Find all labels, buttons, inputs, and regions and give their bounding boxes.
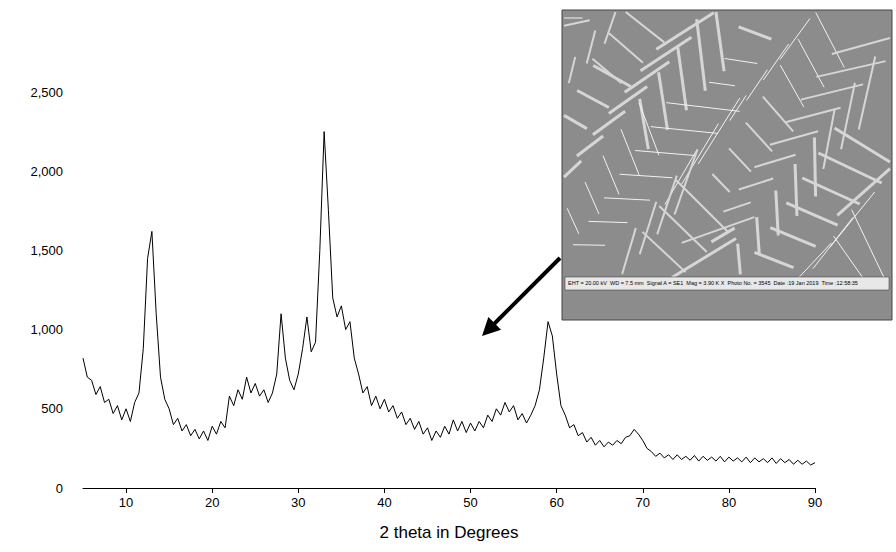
svg-text:10: 10 — [119, 495, 133, 510]
svg-text:0: 0 — [56, 481, 63, 496]
svg-text:60: 60 — [549, 495, 563, 510]
svg-text:1,500: 1,500 — [30, 243, 63, 258]
svg-text:2,500: 2,500 — [30, 85, 63, 100]
svg-text:80: 80 — [722, 495, 736, 510]
svg-text:20: 20 — [205, 495, 219, 510]
svg-text:2,000: 2,000 — [30, 164, 63, 179]
svg-text:90: 90 — [808, 495, 822, 510]
svg-text:2 theta in Degrees: 2 theta in Degrees — [380, 523, 519, 542]
svg-text:50: 50 — [463, 495, 477, 510]
svg-text:EHT = 20.00 kV WD = 7.5 mm S: EHT = 20.00 kV WD = 7.5 mm Signal A = SE… — [568, 280, 858, 286]
svg-text:30: 30 — [291, 495, 305, 510]
svg-text:500: 500 — [41, 401, 63, 416]
svg-text:1,000: 1,000 — [30, 322, 63, 337]
svg-text:70: 70 — [636, 495, 650, 510]
svg-text:40: 40 — [377, 495, 391, 510]
